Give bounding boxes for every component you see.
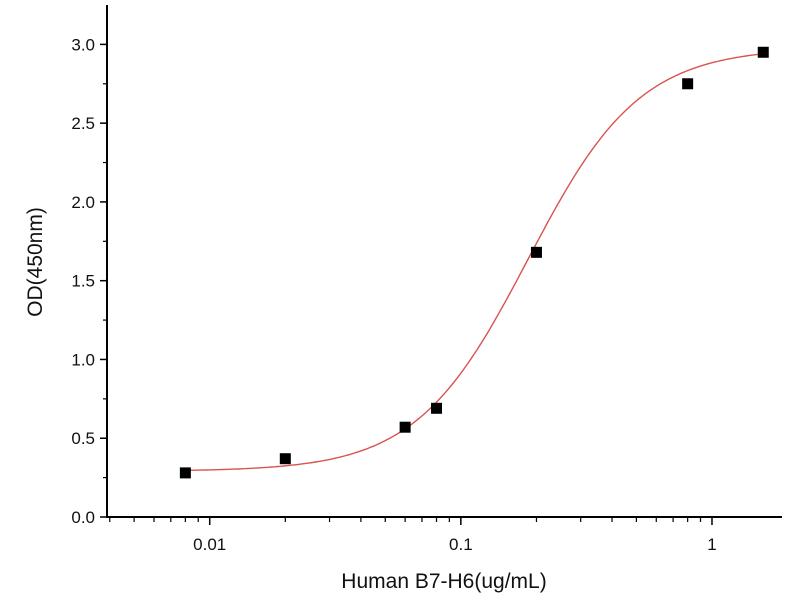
data-point — [757, 46, 769, 58]
x-tick-label: 0.01 — [193, 535, 226, 554]
data-point — [399, 421, 411, 433]
y-axis-label: OD(450nm) — [24, 207, 47, 317]
axes: 0.0 0.5 1.0 1.5 2.0 2.5 3.0 0.01 0.1 1 — [71, 5, 782, 554]
fit-curve — [185, 53, 764, 472]
data-point — [530, 246, 542, 258]
data-point — [179, 467, 191, 479]
fit-curve-group — [185, 53, 764, 472]
y-tick-label: 3.0 — [71, 35, 95, 54]
y-tick-label: 1.5 — [71, 272, 95, 291]
x-tick-label: 0.1 — [449, 535, 473, 554]
data-point — [682, 78, 694, 90]
y-tick-label: 1.0 — [71, 350, 95, 369]
y-tick-label: 2.0 — [71, 193, 95, 212]
x-tick-label: 1 — [707, 535, 716, 554]
y-tick-label: 2.5 — [71, 114, 95, 133]
y-tick-label: 0.5 — [71, 429, 95, 448]
data-point — [279, 453, 291, 465]
x-axis-label: Human B7-H6(ug/mL) — [341, 570, 546, 593]
data-point — [431, 402, 443, 414]
y-tick-label: 0.0 — [71, 508, 95, 527]
data-points — [179, 46, 769, 479]
